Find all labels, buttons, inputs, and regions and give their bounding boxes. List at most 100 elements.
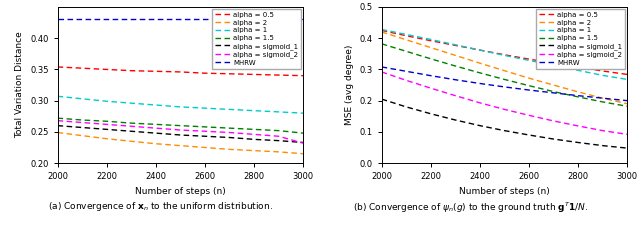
alpha = sigmoid_2 (550, 120, 557, 122)
alpha = 1 (250, 109, 258, 112)
alpha = 2 (152, 142, 159, 145)
alpha = sigmoid_1 (78, 126, 86, 129)
alpha = 0.5 (574, 66, 582, 69)
Y-axis label: MSE (avg degree): MSE (avg degree) (345, 45, 354, 125)
alpha = 1.5 (177, 124, 184, 127)
alpha = 2 (250, 149, 258, 152)
alpha = 1 (103, 100, 111, 103)
alpha = 2 (451, 54, 459, 57)
alpha = 1.5 (250, 128, 258, 131)
alpha = 1 (78, 97, 86, 100)
Line: MHRW: MHRW (381, 67, 627, 101)
alpha = 1.5 (300, 132, 307, 134)
alpha = 1 (201, 107, 209, 110)
Text: (a) Convergence of $\mathbf{x}_n$ to the uniform distribution.: (a) Convergence of $\mathbf{x}_n$ to the… (47, 200, 273, 213)
alpha = 1.5 (201, 126, 209, 128)
alpha = 1 (451, 43, 459, 46)
alpha = sigmoid_1 (500, 129, 508, 132)
alpha = 0.5 (451, 44, 459, 47)
MHRW (201, 18, 209, 21)
Line: alpha = sigmoid_1: alpha = sigmoid_1 (58, 126, 303, 143)
alpha = 1 (127, 102, 135, 105)
MHRW (127, 18, 135, 21)
alpha = 2 (525, 77, 533, 80)
alpha = 0.5 (226, 72, 234, 75)
alpha = 0.5 (152, 70, 159, 73)
alpha = 0.5 (54, 65, 61, 68)
alpha = sigmoid_2 (54, 119, 61, 122)
Y-axis label: Total Variation Distance: Total Variation Distance (15, 32, 24, 138)
alpha = 1 (599, 74, 607, 77)
Line: alpha = 1: alpha = 1 (58, 96, 303, 113)
X-axis label: Number of steps (n): Number of steps (n) (459, 187, 550, 196)
MHRW (550, 92, 557, 94)
alpha = 2 (403, 38, 410, 41)
Line: alpha = 2: alpha = 2 (381, 32, 627, 104)
MHRW (599, 97, 607, 99)
alpha = 1.5 (226, 127, 234, 130)
alpha = sigmoid_2 (226, 131, 234, 134)
alpha = sigmoid_2 (177, 129, 184, 131)
alpha = 1 (476, 49, 484, 51)
alpha = 1.5 (54, 117, 61, 120)
alpha = sigmoid_2 (451, 94, 459, 97)
alpha = 2 (127, 140, 135, 143)
alpha = 1.5 (427, 57, 435, 60)
alpha = 1.5 (378, 42, 385, 45)
alpha = sigmoid_1 (623, 147, 631, 150)
MHRW (500, 86, 508, 88)
alpha = 2 (177, 144, 184, 147)
alpha = sigmoid_1 (550, 138, 557, 140)
alpha = 2 (103, 137, 111, 140)
alpha = sigmoid_2 (574, 125, 582, 127)
alpha = 0.5 (177, 71, 184, 73)
alpha = 1 (226, 108, 234, 111)
alpha = 2 (378, 31, 385, 33)
alpha = 2 (500, 69, 508, 72)
alpha = 1.5 (275, 129, 282, 132)
alpha = sigmoid_2 (403, 79, 410, 82)
alpha = 2 (476, 62, 484, 65)
Line: alpha = 1.5: alpha = 1.5 (381, 44, 627, 106)
alpha = 2 (275, 151, 282, 153)
MHRW (378, 65, 385, 68)
MHRW (177, 18, 184, 21)
alpha = sigmoid_2 (500, 108, 508, 111)
Legend: alpha = 0.5, alpha = 2, alpha = 1, alpha = 1.5, alpha = sigmoid_1, alpha = sigmo: alpha = 0.5, alpha = 2, alpha = 1, alpha… (212, 9, 301, 69)
alpha = sigmoid_1 (427, 112, 435, 115)
alpha = sigmoid_1 (226, 136, 234, 139)
alpha = sigmoid_1 (152, 132, 159, 134)
alpha = 1.5 (500, 78, 508, 81)
alpha = 0.5 (500, 53, 508, 56)
alpha = 1.5 (127, 122, 135, 124)
MHRW (403, 70, 410, 73)
alpha = sigmoid_1 (525, 134, 533, 136)
Line: alpha = sigmoid_2: alpha = sigmoid_2 (58, 121, 303, 143)
alpha = 2 (574, 90, 582, 93)
alpha = 0.5 (427, 39, 435, 42)
alpha = sigmoid_2 (623, 133, 631, 136)
alpha = 1.5 (152, 123, 159, 126)
alpha = sigmoid_2 (378, 71, 385, 73)
alpha = sigmoid_1 (275, 139, 282, 142)
MHRW (250, 18, 258, 21)
alpha = sigmoid_1 (103, 128, 111, 131)
alpha = 0.5 (476, 49, 484, 51)
alpha = 1.5 (574, 96, 582, 98)
alpha = sigmoid_1 (574, 141, 582, 144)
alpha = 0.5 (78, 67, 86, 70)
Line: alpha = 2: alpha = 2 (58, 133, 303, 154)
alpha = sigmoid_1 (403, 106, 410, 108)
MHRW (525, 89, 533, 91)
MHRW (300, 18, 307, 21)
alpha = 1 (152, 104, 159, 106)
alpha = 0.5 (623, 73, 631, 76)
alpha = 1.5 (476, 72, 484, 74)
alpha = sigmoid_1 (451, 119, 459, 121)
alpha = 1.5 (103, 120, 111, 123)
MHRW (451, 78, 459, 81)
alpha = 2 (300, 152, 307, 155)
X-axis label: Number of steps (n): Number of steps (n) (135, 187, 226, 196)
MHRW (427, 74, 435, 77)
alpha = 1.5 (451, 65, 459, 67)
